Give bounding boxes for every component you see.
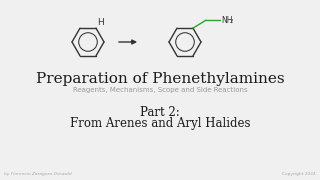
Text: From Arenes and Aryl Halides: From Arenes and Aryl Halides xyxy=(70,118,250,130)
Text: 2: 2 xyxy=(229,19,233,24)
Text: H: H xyxy=(97,18,104,27)
Text: Part 2:: Part 2: xyxy=(140,107,180,120)
Text: by Florencio Zaragoza Dörwald: by Florencio Zaragoza Dörwald xyxy=(4,172,72,176)
Text: Reagents, Mechanisms, Scope and Side Reactions: Reagents, Mechanisms, Scope and Side Rea… xyxy=(73,87,247,93)
Text: Copyright 2024: Copyright 2024 xyxy=(282,172,316,176)
Text: Preparation of Phenethylamines: Preparation of Phenethylamines xyxy=(36,72,284,86)
Text: NH: NH xyxy=(221,16,233,25)
